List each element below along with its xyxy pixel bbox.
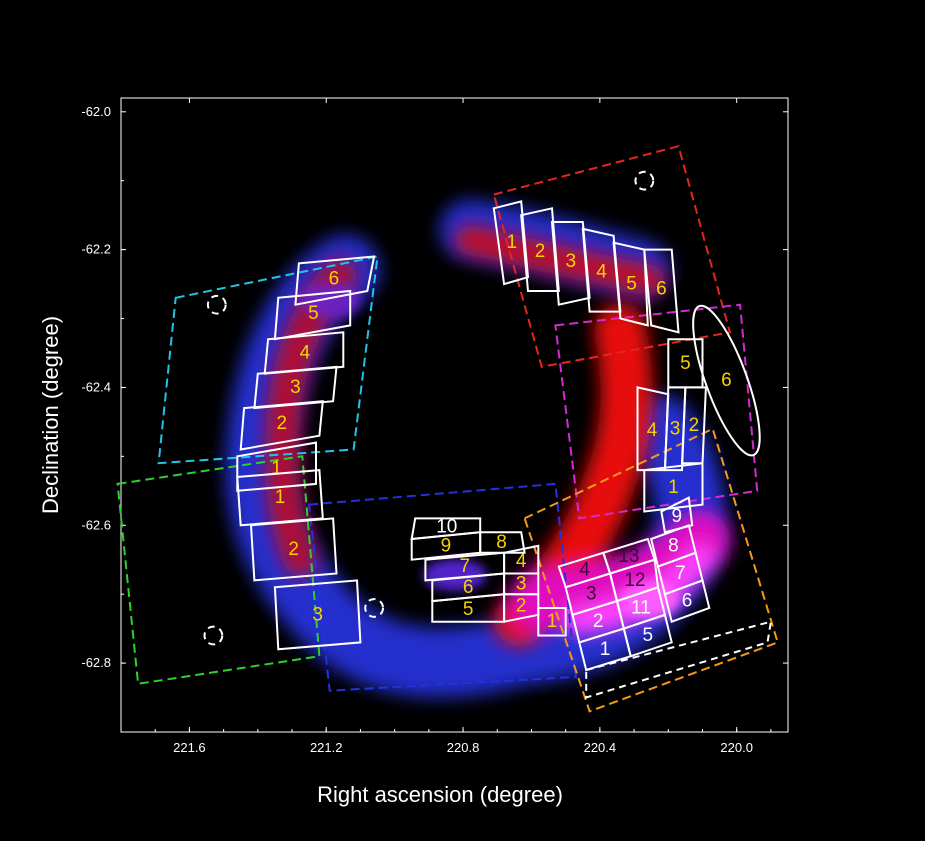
field-boundaries [116, 144, 779, 713]
x-tick-label: 221.2 [310, 740, 343, 755]
source-label-green-2: 2 [288, 539, 299, 560]
source-label-magenta-6: 6 [721, 370, 732, 391]
source-label-orange-1: 1 [600, 639, 611, 660]
source-label-red-3: 3 [566, 251, 577, 272]
background-circle [206, 294, 227, 315]
source-region-magenta-5 [667, 338, 704, 389]
source-label-blue-4: 4 [516, 551, 527, 572]
source-label-blue-6: 6 [463, 577, 474, 598]
x-tick-label: 220.0 [720, 740, 753, 755]
source-region-cyan-6 [294, 255, 376, 306]
background-circle [634, 170, 655, 191]
source-region-red-3 [550, 221, 591, 306]
y-tick-label: -62.4 [81, 379, 111, 394]
background-circle [203, 625, 224, 646]
x-tick-label: 221.6 [173, 740, 206, 755]
source-label-orange-7: 7 [675, 563, 686, 584]
source-label-cyan-6: 6 [329, 268, 340, 289]
field-blue [307, 482, 578, 692]
source-label-orange-5: 5 [643, 625, 654, 646]
source-label-green-1: 1 [275, 487, 286, 508]
source-region-red-5 [612, 241, 649, 327]
source-region-blue-1 [537, 607, 567, 637]
source-label-red-5: 5 [626, 274, 637, 295]
source-label-orange-8: 8 [668, 535, 679, 556]
y-tick-label: -62.8 [81, 655, 111, 670]
field-magenta [554, 303, 759, 520]
background-regions [203, 170, 773, 699]
source-label-cyan-1: 1 [271, 458, 282, 479]
x-tick-label: 220.4 [584, 740, 617, 755]
source-region-cyan-5 [273, 289, 352, 341]
source-label-cyan-5: 5 [308, 303, 319, 324]
source-label-orange-3: 3 [586, 584, 597, 605]
source-label-blue-5: 5 [463, 599, 474, 620]
source-label-orange-4: 4 [579, 560, 590, 581]
field-red [492, 144, 732, 368]
source-label-cyan-2: 2 [277, 413, 288, 434]
source-label-orange-11: 11 [631, 598, 651, 619]
plot-frame [120, 97, 789, 733]
source-region-orange-9 [660, 496, 694, 534]
source-label-blue-8: 8 [496, 532, 507, 553]
source-label-blue-10: 10 [436, 517, 457, 538]
background-circle [364, 598, 385, 618]
source-label-orange-6: 6 [682, 591, 693, 612]
source-label-red-2: 2 [535, 241, 546, 262]
y-axis-title: Declination (degree) [38, 316, 63, 514]
background-box [585, 620, 773, 699]
x-tick-label: 220.8 [447, 740, 480, 755]
source-region-magenta-6 [692, 304, 761, 457]
source-label-magenta-3: 3 [670, 418, 681, 439]
source-region-green-2 [249, 517, 338, 582]
source-label-orange-2: 2 [593, 611, 604, 632]
source-region-magenta-4 [636, 386, 670, 472]
source-label-blue-7: 7 [460, 556, 471, 577]
source-region-blue-8 [479, 531, 526, 554]
source-label-cyan-3: 3 [290, 377, 301, 398]
source-label-green-3: 3 [312, 604, 323, 625]
x-axis-title: Right ascension (degree) [317, 782, 563, 807]
source-label-blue-1: 1 [547, 611, 558, 632]
source-label-magenta-4: 4 [647, 420, 658, 441]
source-label-orange-12: 12 [624, 570, 645, 591]
source-label-red-1: 1 [507, 232, 518, 253]
source-region-red-6 [643, 248, 680, 334]
source-region-red-1 [492, 200, 530, 286]
source-label-magenta-5: 5 [680, 353, 691, 374]
source-label-red-4: 4 [596, 262, 607, 283]
source-label-red-6: 6 [656, 279, 667, 300]
source-label-blue-3: 3 [516, 573, 527, 594]
source-label-blue-2: 2 [516, 596, 527, 617]
source-region-cyan-4 [263, 331, 345, 375]
source-label-cyan-4: 4 [300, 343, 311, 364]
y-tick-label: -62.2 [81, 242, 111, 257]
source-region-red-2 [520, 207, 560, 292]
axis-ticks: 221.6 221.2 220.8 220.4 220.0 -62.0 -62.2 -62.4… [81, 98, 788, 755]
source-label-magenta-1: 1 [668, 477, 679, 498]
field-green [116, 455, 321, 685]
source-region-orange-13 [602, 537, 656, 575]
field-cyan [157, 255, 379, 465]
y-tick-label: -62.6 [81, 517, 111, 532]
source-label-magenta-2: 2 [689, 415, 700, 436]
source-label-orange-9: 9 [672, 506, 683, 527]
y-tick-label: -62.0 [81, 104, 111, 119]
source-region-green-3 [273, 579, 362, 651]
source-label-orange-13: 13 [618, 546, 639, 567]
source-label-blue-9: 9 [441, 535, 452, 556]
